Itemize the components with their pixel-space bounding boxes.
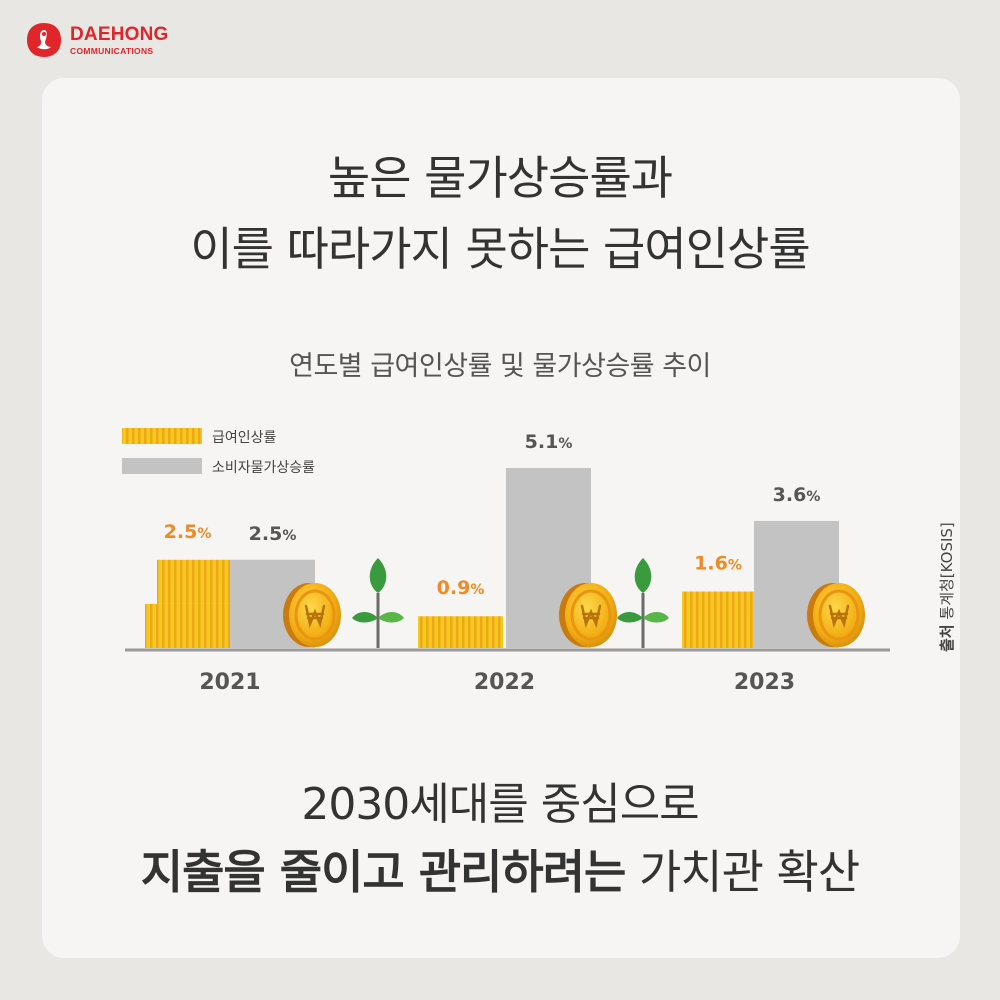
legend-swatch-cpi bbox=[122, 458, 202, 474]
sprout-icon bbox=[350, 556, 406, 650]
brand-subtitle: COMMUNICATIONS bbox=[70, 45, 154, 56]
value-label-salary-2021: 2.5% bbox=[164, 521, 212, 543]
bar-salary-2023 bbox=[682, 591, 754, 648]
source-note: 출처 통계청[KOSIS] bbox=[936, 522, 957, 652]
conclusion-emphasis: 지출을 줄이고 관리하려는 bbox=[140, 845, 627, 899]
x-tick-label-2021: 2021 bbox=[199, 670, 260, 695]
x-tick-label-2023: 2023 bbox=[734, 670, 795, 695]
value-label-cpi-2023: 3.6% bbox=[773, 484, 821, 506]
content-card bbox=[42, 78, 960, 958]
value-label-cpi-2021: 2.5% bbox=[249, 523, 297, 545]
headline-line-1: 높은 물가상승률과 bbox=[327, 151, 673, 205]
chart-title: 연도별 급여인상률 및 물가상승률 추이 bbox=[289, 351, 711, 382]
brand-name: DAEHONG bbox=[70, 23, 169, 45]
brand-logo: DAEHONG COMMUNICATIONS bbox=[24, 20, 169, 60]
conclusion-line-2: 지출을 줄이고 관리하려는 가치관 확산 bbox=[0, 836, 1000, 902]
brand-logo-icon bbox=[27, 23, 61, 57]
chart-legend: 급여인상률 소비자물가상승률 bbox=[122, 428, 315, 476]
conclusion-rest: 가치관 확산 bbox=[625, 845, 860, 899]
value-label-salary-2022: 0.9% bbox=[437, 577, 485, 599]
headline-line-2: 이를 따라가지 못하는 급여인상률 bbox=[190, 222, 810, 276]
coin-icon bbox=[805, 581, 867, 649]
legend-swatch-salary bbox=[122, 428, 202, 444]
source-text: 통계청[KOSIS] bbox=[938, 522, 956, 620]
bar-salary-2021-top bbox=[157, 559, 230, 604]
conclusion-line-1: 2030세대를 중심으로 bbox=[301, 779, 699, 830]
source-label: 출처 bbox=[938, 624, 956, 652]
x-tick-label-2022: 2022 bbox=[474, 670, 535, 695]
legend-label-cpi: 소비자물가상승률 bbox=[212, 460, 315, 476]
coin-icon bbox=[557, 581, 619, 649]
value-label-cpi-2022: 5.1% bbox=[525, 431, 573, 453]
coin-icon bbox=[281, 581, 343, 649]
bar-salary-2021 bbox=[145, 603, 230, 648]
value-label-salary-2023: 1.6% bbox=[694, 553, 742, 575]
legend-label-salary: 급여인상률 bbox=[212, 430, 277, 446]
bar-salary-2022 bbox=[418, 616, 503, 648]
sprout-icon bbox=[615, 556, 671, 650]
